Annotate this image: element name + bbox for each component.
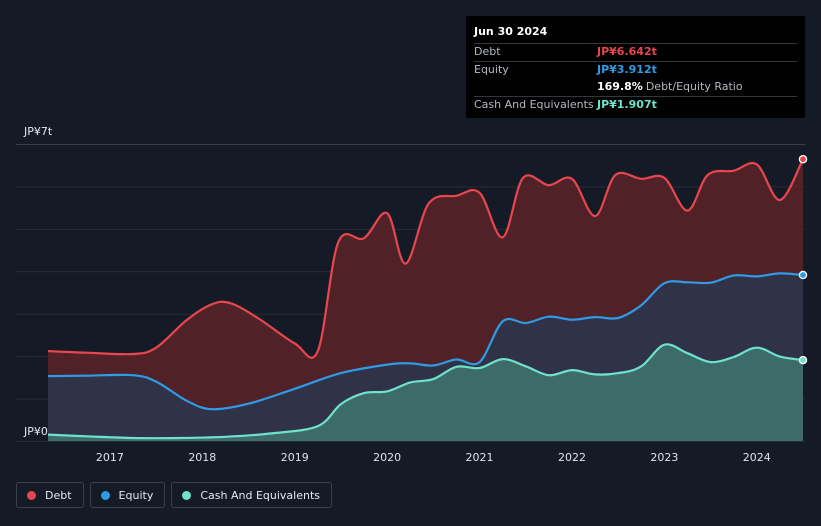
tooltip-cash-value: JP¥1.907t — [597, 98, 657, 111]
tooltip-cash-label: Cash And Equivalents — [474, 98, 594, 111]
tooltip-ratio-label: Debt/Equity Ratio — [645, 80, 743, 93]
x-tick-label: 2020 — [373, 451, 401, 464]
tooltip-ratio-spacer — [474, 79, 597, 95]
series-lines — [47, 158, 804, 440]
x-tick-label: 2024 — [743, 451, 771, 464]
legend-debt-dot-icon — [27, 490, 36, 500]
tooltip-ratio-row: 169.8% Debt/Equity Ratio — [474, 79, 797, 95]
x-tick-label: 2019 — [281, 451, 309, 464]
tooltip-debt-row: Debt JP¥6.642t — [474, 43, 797, 60]
tooltip-debt-value: JP¥6.642t — [597, 45, 657, 58]
tooltip-equity-value: JP¥3.912t — [597, 63, 657, 76]
debt-end-marker — [798, 154, 808, 164]
tooltip-equity-label: Equity — [474, 63, 509, 76]
tooltip-debt-label: Debt — [474, 45, 501, 58]
legend-cash-toggle[interactable]: Cash And Equivalents — [171, 482, 332, 508]
debt-line — [47, 158, 804, 359]
y-axis-max-label: JP¥7t — [24, 125, 53, 138]
x-tick-label: 2018 — [188, 451, 216, 464]
tooltip-date: Jun 30 2024 — [474, 25, 548, 38]
series-areas — [48, 159, 803, 441]
equity-end-marker — [798, 270, 808, 280]
x-tick-label: 2023 — [650, 451, 678, 464]
tooltip-cash-row: Cash And Equivalents JP¥1.907t — [474, 96, 797, 113]
cash-end-marker — [798, 355, 808, 365]
cash-area — [48, 344, 803, 441]
legend-equity-label: Equity — [118, 488, 154, 502]
legend-cash-label: Cash And Equivalents — [200, 488, 320, 502]
x-axis-ticks: 2017 2018 2019 2020 2021 2022 2023 2024 — [96, 451, 771, 464]
legend-equity-dot-icon — [100, 490, 110, 500]
equity-line — [47, 272, 804, 411]
tooltip-panel: Jun 30 2024 Debt JP¥6.642t Equity JP¥3.9… — [466, 16, 805, 118]
x-tick-label: 2022 — [558, 451, 586, 464]
x-tick-label: 2021 — [466, 451, 494, 464]
cash-line — [47, 343, 804, 440]
legend-debt-label: Debt — [45, 488, 72, 502]
legend-cash-dot-icon — [182, 490, 192, 500]
tooltip-ratio-value: 169.8% — [597, 80, 643, 93]
legend-debt-toggle[interactable]: Debt — [16, 482, 84, 508]
y-axis-min-label: JP¥0 — [24, 425, 48, 438]
x-tick-label: 2017 — [96, 451, 124, 464]
end-markers — [798, 154, 808, 365]
chart-legend: Debt Equity Cash And Equivalents — [16, 482, 332, 508]
tooltip-equity-row: Equity JP¥3.912t — [474, 61, 797, 78]
legend-equity-toggle[interactable]: Equity — [89, 482, 166, 508]
